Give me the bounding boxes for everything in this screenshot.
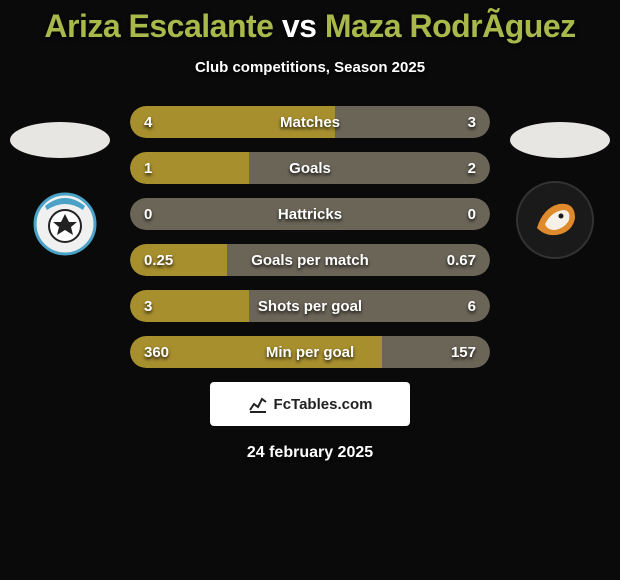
page-title: Ariza Escalante vs Maza RodrÃ­guez [0,8,620,45]
stat-label: Goals [130,160,490,177]
stat-label: Min per goal [130,344,490,361]
stat-label: Goals per match [130,252,490,269]
watermark: FcTables.com [210,382,410,426]
watermark-text: FcTables.com [274,396,373,413]
date-label: 24 february 2025 [0,444,620,462]
stat-row: 4Matches3 [130,106,490,138]
stat-row: 3Shots per goal6 [130,290,490,322]
stat-row: 360Min per goal157 [130,336,490,368]
stat-label: Hattricks [130,206,490,223]
title-player2: Maza RodrÃ­guez [325,8,576,44]
team-badge-left [25,180,105,260]
player-portrait-left [10,122,110,158]
chart-icon [248,394,268,414]
stat-row: 1Goals2 [130,152,490,184]
stat-row: 0Hattricks0 [130,198,490,230]
stat-row: 0.25Goals per match0.67 [130,244,490,276]
stat-label: Matches [130,114,490,131]
title-vs: vs [282,8,317,44]
stats-list: 4Matches3 1Goals2 0Hattricks0 0.25Goals per… [130,106,490,368]
title-player1: Ariza Escalante [44,8,273,44]
stat-label: Shots per goal [130,298,490,315]
subtitle: Club competitions, Season 2025 [0,59,620,76]
team-badge-right [515,180,595,260]
comparison-card: Ariza Escalante vs Maza RodrÃ­guez Club … [0,0,620,580]
player-portrait-right [510,122,610,158]
